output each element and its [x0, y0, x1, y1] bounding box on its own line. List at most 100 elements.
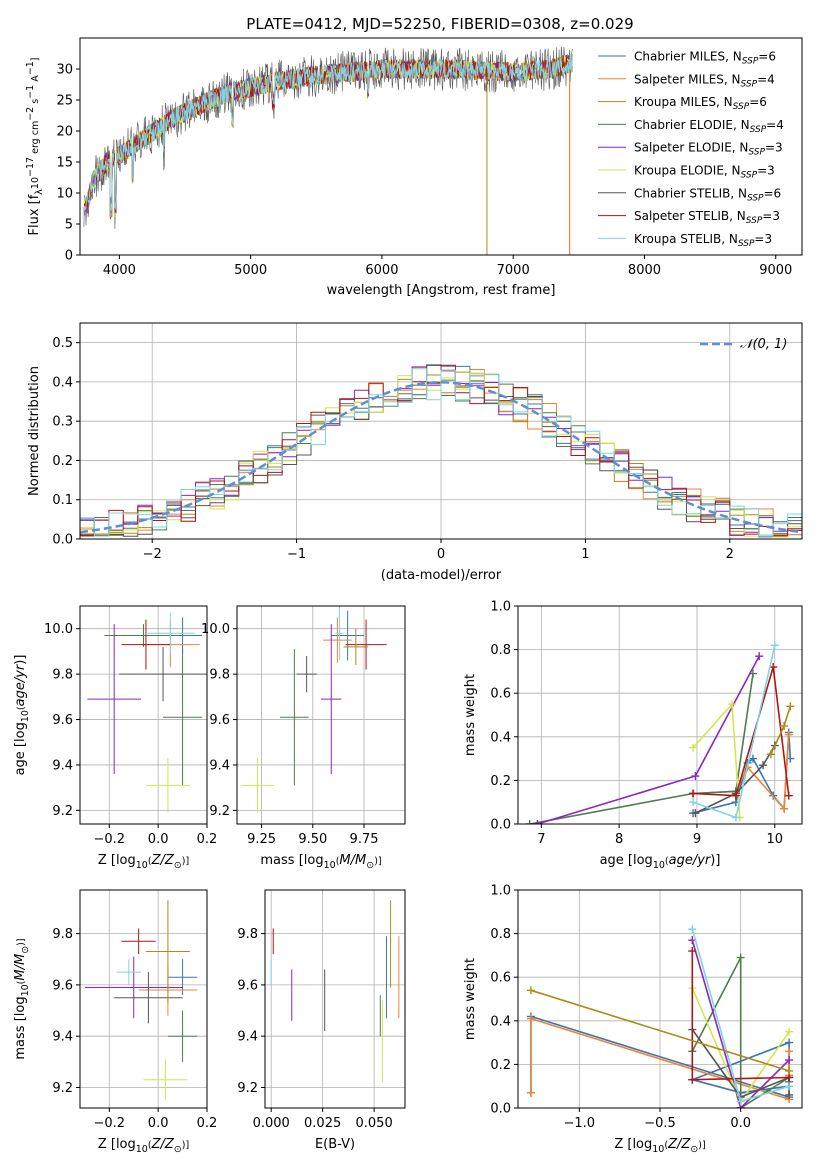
legend-entry: Chabrier STELIB, NSSP=6 — [634, 186, 781, 203]
weight-marker — [786, 702, 795, 711]
spectrum-xlabel: wavelength [Angstrom, rest frame] — [327, 283, 556, 298]
y-tick-label: 0.4 — [52, 375, 73, 390]
weight-line — [695, 745, 776, 814]
axes-frame — [79, 605, 208, 825]
x-tick-label: 9.75 — [350, 832, 379, 847]
weight-marker — [731, 791, 740, 800]
residuals-panel: −2 −1 0 1 2 0.0 0.1 0.2 0.3 0.4 0.5 𝒩(0, 1) (data-mo… — [27, 322, 803, 583]
weight-vs-Z-xlabel: Z [log10(Z/Z⊙)] — [614, 1137, 705, 1155]
weight-marker — [689, 743, 698, 752]
weight-marker — [785, 1047, 794, 1056]
y-tick-label: 1.0 — [490, 884, 511, 899]
mass-vs-EBV-xlabel: E(B-V) — [315, 1137, 355, 1152]
age-vs-Z-xlabel: Z [log10(Z/Z⊙)] — [98, 853, 189, 871]
y-tick-label: 0.5 — [52, 336, 73, 351]
y-tick-label: 9.6 — [237, 978, 258, 993]
gaussian-legend-label: 𝒩(0, 1) — [740, 337, 787, 352]
x-tick-label: 5000 — [234, 263, 267, 278]
axes-frame — [79, 889, 208, 1109]
y-tick-label: 10.0 — [44, 622, 73, 637]
spectrum-legend: Chabrier MILES, NSSP=6 Salpeter MILES, NS… — [598, 50, 784, 249]
x-tick-label: 7 — [537, 832, 545, 847]
age-vs-Z-ylabel: age [log10(age/yr)] — [13, 655, 31, 776]
age-vs-mass-panel: 9.25 9.50 9.75 9.2 9.4 9.6 9.8 10.0 mass [log10(… — [201, 605, 406, 871]
mass-vs-EBV-panel: 0.000 0.025 0.050 9.2 9.4 9.6 9.8 E(B-V) — [237, 889, 406, 1152]
weight-marker — [785, 1066, 794, 1075]
weight-vs-age-lines — [525, 641, 795, 824]
axes-frame — [79, 322, 803, 540]
weight-marker — [784, 791, 793, 800]
y-tick-label: 9.2 — [52, 804, 73, 819]
mass-vs-Z-panel: −0.2 0.0 0.2 9.2 9.4 9.6 9.8 Z [log10(Z/Z⊙)] mas… — [13, 889, 217, 1155]
weight-marker — [526, 1014, 535, 1023]
figure-title: PLATE=0412, MJD=52250, FIBERID=0308, z=0… — [246, 15, 633, 33]
mass-vs-Z-xlabel: Z [log10(Z/Z⊙)] — [98, 1137, 189, 1155]
y-tick-label: 9.8 — [209, 668, 230, 683]
axes-frame — [264, 889, 406, 1109]
x-tick-label: 0 — [437, 547, 445, 562]
weight-vs-Z-ylabel: mass weight — [463, 958, 478, 1040]
weight-marker — [688, 1075, 697, 1084]
x-tick-label: 2 — [726, 547, 734, 562]
x-tick-label: 8000 — [628, 263, 661, 278]
x-tick-label: 0.050 — [356, 1116, 393, 1131]
x-tick-label: 9.50 — [298, 832, 327, 847]
y-tick-label: 5 — [65, 218, 73, 233]
weight-vs-age-ylabel: mass weight — [463, 674, 478, 756]
y-tick-label: 0.3 — [52, 415, 73, 430]
x-tick-label: −0.2 — [94, 832, 126, 847]
x-tick-label: −1 — [287, 547, 306, 562]
y-tick-label: 0.4 — [490, 1014, 511, 1029]
axes-frame — [517, 889, 803, 1109]
x-tick-label: −2 — [143, 547, 162, 562]
weight-marker — [770, 641, 779, 650]
x-tick-label: 0.025 — [304, 1116, 341, 1131]
x-tick-label: 9.25 — [247, 832, 276, 847]
weight-vs-age-xlabel: age [log10(age/yr)] — [600, 853, 721, 871]
axes-frame — [79, 37, 803, 256]
weight-marker — [689, 789, 698, 798]
weight-line — [692, 702, 741, 818]
mass-vs-Z-ylabel: mass [log10(M/M⊙)] — [13, 938, 31, 1059]
weight-marker — [759, 761, 768, 770]
y-tick-label: 9.4 — [52, 758, 73, 773]
weight-marker — [785, 1082, 794, 1091]
axes-frame — [236, 605, 406, 825]
legend-entry: Salpeter MILES, NSSP=4 — [634, 72, 775, 89]
weight-marker — [691, 772, 700, 781]
y-tick-label: 1.0 — [490, 600, 511, 615]
weight-marker — [525, 820, 534, 824]
weight-marker — [526, 986, 535, 995]
y-tick-label: 10.0 — [201, 622, 230, 637]
y-tick-label: 0.6 — [490, 687, 511, 702]
weight-marker — [688, 947, 697, 956]
weight-marker — [748, 754, 757, 763]
x-tick-label: 7000 — [497, 263, 530, 278]
age-vs-Z-panel: −0.2 0.0 0.2 9.2 9.4 9.6 9.8 10.0 Z [log10(Z/Z⊙)… — [13, 605, 217, 871]
legend-entry: Salpeter ELODIE, NSSP=3 — [634, 141, 783, 158]
y-tick-label: 9.4 — [52, 1030, 73, 1045]
x-tick-label: 0.000 — [253, 1116, 290, 1131]
weight-marker — [688, 925, 697, 934]
weight-marker — [780, 804, 789, 813]
weight-marker — [785, 1090, 794, 1099]
y-tick-label: 0 — [65, 249, 73, 264]
legend-entry: Kroupa ELODIE, NSSP=3 — [634, 164, 775, 181]
weight-marker — [785, 1038, 794, 1047]
axes-frame — [517, 605, 803, 825]
weight-marker — [731, 813, 740, 822]
x-tick-label: 1 — [581, 547, 589, 562]
spectrum-panel: 4000 5000 6000 7000 8000 9000 0 5 10 15 20 25 30 wave… — [25, 37, 803, 298]
spectrum-lines — [83, 46, 573, 255]
y-tick-label: 0.0 — [490, 818, 511, 833]
y-tick-label: 0.2 — [490, 774, 511, 789]
weight-line — [529, 673, 754, 824]
x-tick-label: 0.0 — [148, 1116, 169, 1131]
weight-vs-Z-lines — [526, 925, 794, 1108]
x-tick-label: −0.5 — [644, 1116, 676, 1131]
mass-vs-EBV-points — [270, 900, 400, 1083]
legend-entry: Chabrier MILES, NSSP=6 — [634, 50, 776, 67]
y-tick-label: 30 — [56, 63, 73, 78]
y-tick-label: 9.4 — [237, 1030, 258, 1045]
weight-line — [530, 989, 790, 1072]
